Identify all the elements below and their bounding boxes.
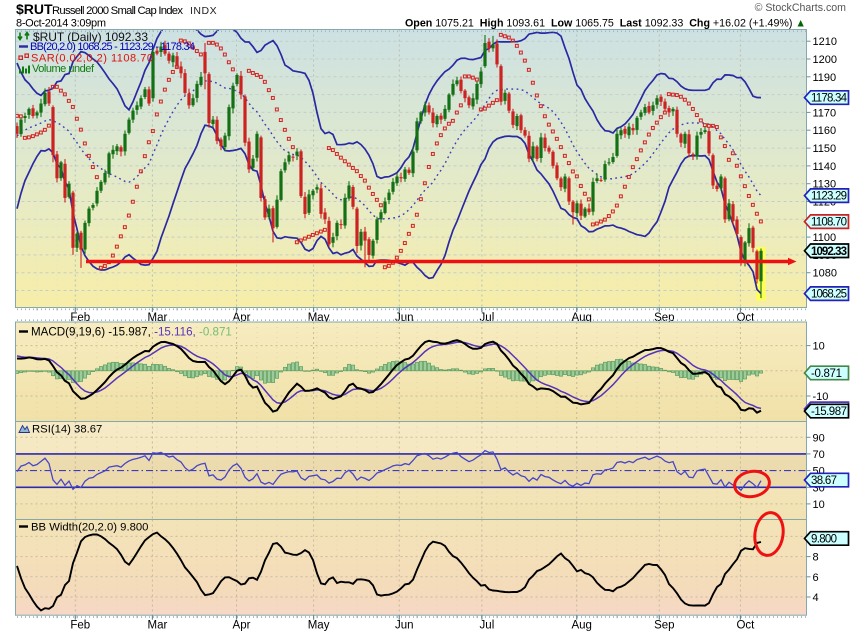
svg-text:Volume undef: Volume undef — [32, 63, 95, 75]
svg-text:BB Width(20,2.0) 9.800: BB Width(20,2.0) 9.800 — [31, 522, 148, 534]
svg-text:1160: 1160 — [813, 125, 837, 137]
svg-text:6: 6 — [813, 572, 819, 584]
svg-text:1100: 1100 — [813, 232, 837, 244]
svg-text:8-Oct-2014 3:09pm: 8-Oct-2014 3:09pm — [16, 18, 106, 30]
svg-text:SAR(0.02,0.2) 1108.70: SAR(0.02,0.2) 1108.70 — [31, 53, 153, 65]
svg-text:1210: 1210 — [813, 36, 837, 48]
svg-text:Mar: Mar — [147, 312, 167, 324]
svg-text:1092.33: 1092.33 — [811, 246, 847, 258]
svg-text:$RUT (Daily) 1092.33: $RUT (Daily) 1092.33 — [33, 30, 148, 44]
svg-text:1150: 1150 — [813, 143, 837, 155]
svg-text:Jul: Jul — [480, 312, 495, 324]
svg-text:10: 10 — [813, 341, 825, 353]
svg-text:Russell 2000 Small Cap Index: Russell 2000 Small Cap Index — [52, 5, 183, 17]
svg-text:1130: 1130 — [813, 179, 837, 191]
svg-text:© StockCharts.com: © StockCharts.com — [755, 2, 847, 14]
svg-text:Open 1075.21 High 1093.61 Lo: Open 1075.21 High 1093.61 Low 1065.75 La… — [405, 18, 806, 30]
svg-text:BB(20,2.0) 1068.25 - 1123.29 -: BB(20,2.0) 1068.25 - 1123.29 - 1178.34 — [30, 41, 195, 53]
svg-text:$RUT: $RUT — [16, 1, 53, 17]
svg-text:May: May — [308, 620, 330, 632]
svg-text:1140: 1140 — [813, 161, 837, 173]
svg-text:Jun: Jun — [395, 312, 414, 324]
svg-text:RSI(14) 38.67: RSI(14) 38.67 — [32, 424, 102, 436]
svg-text:-0.871: -0.871 — [811, 368, 842, 380]
svg-text:1108.70: 1108.70 — [811, 217, 847, 229]
svg-text:MACD(9,19,6) -15.987, -15.116,: MACD(9,19,6) -15.987, -15.116, -0.871 — [31, 326, 232, 339]
svg-text:4: 4 — [813, 592, 819, 604]
svg-text:38.67: 38.67 — [811, 475, 837, 487]
svg-text:90: 90 — [813, 432, 825, 444]
svg-text:Apr: Apr — [233, 620, 251, 632]
svg-text:1190: 1190 — [813, 72, 837, 84]
svg-text:1200: 1200 — [813, 54, 837, 66]
svg-text:1170: 1170 — [813, 107, 837, 119]
svg-text:1080: 1080 — [813, 268, 837, 280]
svg-text:Feb: Feb — [70, 620, 90, 632]
svg-text:Oct: Oct — [736, 620, 755, 632]
svg-text:INDX: INDX — [190, 5, 217, 17]
svg-text:Jun: Jun — [395, 620, 414, 632]
svg-text:8: 8 — [813, 552, 819, 564]
svg-text:Sep: Sep — [654, 620, 674, 632]
svg-text:1068.25: 1068.25 — [811, 289, 847, 301]
svg-text:1123.29: 1123.29 — [811, 191, 847, 203]
svg-text:Mar: Mar — [147, 620, 167, 632]
svg-text:Jul: Jul — [480, 620, 495, 632]
svg-text:9.800: 9.800 — [811, 533, 837, 545]
svg-text:1178.34: 1178.34 — [811, 93, 848, 105]
svg-text:Aug: Aug — [571, 620, 591, 632]
svg-text:Aug: Aug — [571, 312, 591, 324]
svg-text:-15.987: -15.987 — [811, 406, 847, 418]
svg-text:-10: -10 — [813, 391, 829, 403]
svg-text:10: 10 — [813, 499, 825, 511]
svg-text:70: 70 — [813, 449, 825, 461]
